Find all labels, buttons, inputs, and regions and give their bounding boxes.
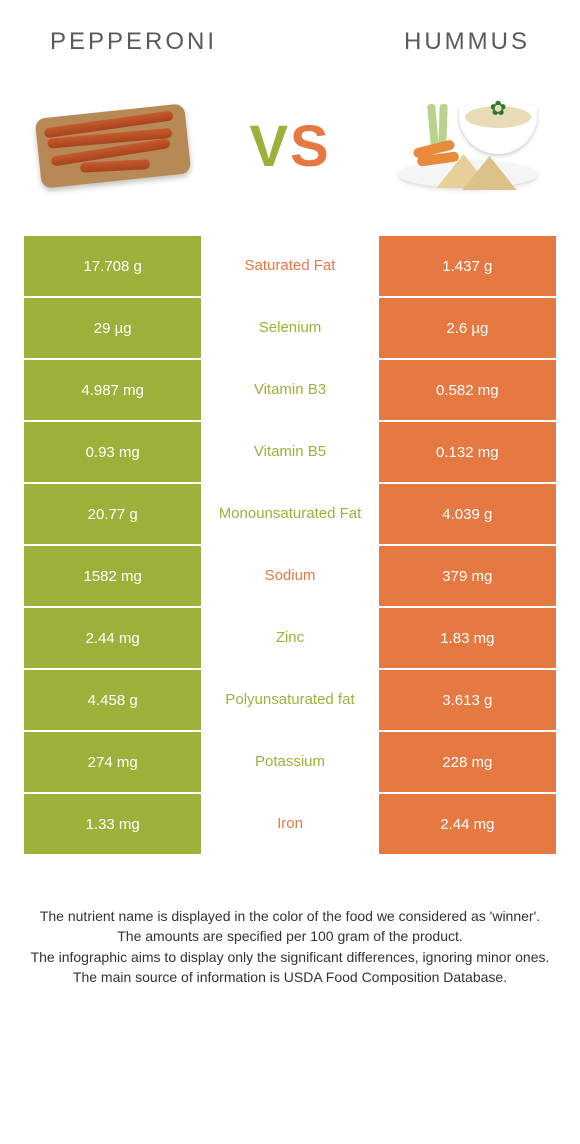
- nutrient-label: Potassium: [201, 732, 378, 792]
- table-row: 4.458 gPolyunsaturated fat3.613 g: [24, 670, 556, 730]
- table-row: 0.93 mgVitamin B50.132 mg: [24, 422, 556, 482]
- table-row: 29 µgSelenium2.6 µg: [24, 298, 556, 358]
- left-value: 29 µg: [24, 298, 201, 358]
- right-value: 3.613 g: [379, 670, 556, 730]
- footer-line: The amounts are specified per 100 gram o…: [28, 926, 552, 946]
- images-row: VS ✿: [0, 66, 580, 236]
- footer-line: The main source of information is USDA F…: [28, 967, 552, 987]
- right-value: 0.582 mg: [379, 360, 556, 420]
- nutrient-label: Monounsaturated Fat: [201, 484, 378, 544]
- left-value: 0.93 mg: [24, 422, 201, 482]
- nutrient-label: Zinc: [201, 608, 378, 668]
- right-value: 1.437 g: [379, 236, 556, 296]
- table-row: 1582 mgSodium379 mg: [24, 546, 556, 606]
- nutrient-label: Vitamin B5: [201, 422, 378, 482]
- table-row: 2.44 mgZinc1.83 mg: [24, 608, 556, 668]
- hummus-image: ✿: [385, 91, 550, 201]
- right-value: 4.039 g: [379, 484, 556, 544]
- vs-label: VS: [249, 113, 330, 180]
- right-food-title: Hummus: [404, 28, 530, 56]
- left-food-title: Pepperoni: [50, 28, 217, 56]
- footer-line: The infographic aims to display only the…: [28, 947, 552, 967]
- table-row: 4.987 mgVitamin B30.582 mg: [24, 360, 556, 420]
- nutrient-label: Iron: [201, 794, 378, 854]
- right-value: 2.6 µg: [379, 298, 556, 358]
- footer-line: The nutrient name is displayed in the co…: [28, 906, 552, 926]
- table-row: 1.33 mgIron2.44 mg: [24, 794, 556, 854]
- left-value: 20.77 g: [24, 484, 201, 544]
- table-row: 274 mgPotassium228 mg: [24, 732, 556, 792]
- left-value: 1582 mg: [24, 546, 201, 606]
- comparison-table: 17.708 gSaturated Fat1.437 g29 µgSeleniu…: [24, 236, 556, 854]
- header: Pepperoni Hummus: [0, 0, 580, 66]
- table-row: 20.77 gMonounsaturated Fat4.039 g: [24, 484, 556, 544]
- right-value: 379 mg: [379, 546, 556, 606]
- right-value: 0.132 mg: [379, 422, 556, 482]
- left-value: 1.33 mg: [24, 794, 201, 854]
- vs-v: V: [249, 114, 290, 179]
- left-value: 2.44 mg: [24, 608, 201, 668]
- nutrient-label: Vitamin B3: [201, 360, 378, 420]
- right-value: 228 mg: [379, 732, 556, 792]
- right-value: 1.83 mg: [379, 608, 556, 668]
- nutrient-label: Polyunsaturated fat: [201, 670, 378, 730]
- right-value: 2.44 mg: [379, 794, 556, 854]
- vs-s: S: [290, 114, 331, 179]
- nutrient-label: Sodium: [201, 546, 378, 606]
- nutrient-label: Selenium: [201, 298, 378, 358]
- pepperoni-image: [30, 91, 195, 201]
- left-value: 4.987 mg: [24, 360, 201, 420]
- table-row: 17.708 gSaturated Fat1.437 g: [24, 236, 556, 296]
- left-value: 4.458 g: [24, 670, 201, 730]
- left-value: 274 mg: [24, 732, 201, 792]
- nutrient-label: Saturated Fat: [201, 236, 378, 296]
- left-value: 17.708 g: [24, 236, 201, 296]
- footer-notes: The nutrient name is displayed in the co…: [0, 856, 580, 987]
